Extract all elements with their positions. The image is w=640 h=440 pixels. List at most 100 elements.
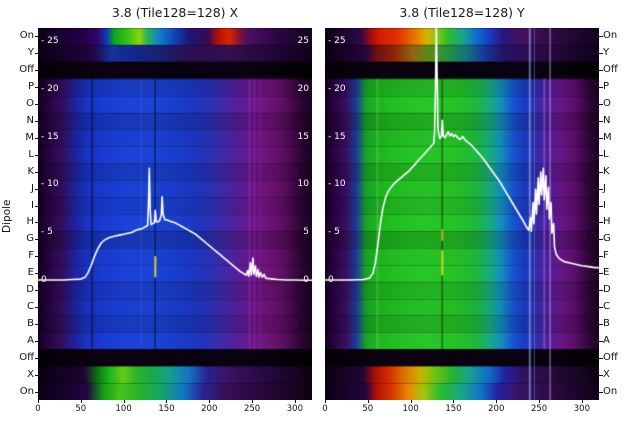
row-label: On: [19, 30, 34, 42]
row-label: L: [28, 148, 34, 160]
x-tick-label: 50: [75, 404, 87, 414]
x-tick-label: 300: [286, 404, 303, 414]
y-tick-mark: [34, 137, 38, 139]
y-tick-mark: [34, 205, 38, 207]
value-tick-label: - 20: [41, 83, 59, 94]
y-tick-mark: [599, 188, 603, 190]
row-label: E: [603, 267, 610, 279]
x-tick-label: 50: [362, 404, 374, 414]
value-tick-label: - 15: [41, 131, 59, 142]
y-tick-mark: [34, 87, 38, 89]
y-tick-mark: [599, 154, 603, 156]
x-tick-label: 100: [115, 404, 132, 414]
row-label: K: [603, 165, 610, 177]
row-label: Y: [27, 47, 34, 59]
row-label: On: [603, 385, 618, 397]
heatmap-canvas-x: [38, 28, 312, 400]
row-label: Off: [19, 351, 34, 363]
value-tick-label: - 25: [328, 36, 346, 46]
row-label: Off: [603, 64, 618, 76]
y-tick-mark: [34, 357, 38, 359]
row-label: P: [27, 81, 34, 93]
y-tick-mark: [599, 307, 603, 308]
row-label: F: [603, 250, 609, 262]
row-label: A: [27, 334, 34, 346]
y-tick-mark: [34, 273, 38, 275]
x-tick-mark: [166, 400, 168, 403]
value-tick-label: - 20: [328, 83, 346, 94]
row-label: C: [27, 301, 34, 312]
value-tick-label: 15: [297, 131, 309, 142]
y-tick-mark: [599, 256, 603, 258]
x-tick-mark: [539, 400, 541, 403]
row-label: A: [603, 334, 610, 346]
x-tick-mark: [496, 400, 498, 403]
panel-x-title: 3.8 (Tile128=128) X: [111, 5, 239, 20]
value-tick-label: 25: [297, 36, 309, 46]
y-tick-mark: [599, 323, 603, 325]
y-tick-mark: [599, 357, 603, 359]
value-tick-label: 0: [41, 275, 47, 285]
x-tick-mark: [581, 400, 583, 403]
value-tick-label: - 25: [41, 36, 59, 46]
x-tick-mark: [453, 400, 455, 403]
value-tick-label: - 10: [328, 179, 346, 190]
y-tick-mark: [599, 340, 603, 342]
x-tick-mark: [252, 400, 254, 403]
y-tick-mark: [34, 374, 38, 376]
row-label: J: [31, 182, 34, 194]
y-tick-mark: [599, 273, 603, 275]
row-label: Off: [603, 351, 618, 363]
y-tick-mark: [34, 188, 38, 190]
row-label: M: [603, 131, 612, 143]
row-label: O: [26, 98, 34, 110]
value-tick-label: 0: [303, 275, 309, 285]
y-tick-mark: [34, 121, 38, 122]
x-tick-label: 200: [201, 404, 218, 414]
x-tick-label: 250: [530, 404, 548, 414]
x-tick-mark: [410, 400, 412, 403]
row-label: K: [27, 165, 34, 177]
x-tick-label: 200: [488, 404, 505, 414]
x-tick-mark: [367, 400, 369, 403]
x-tick-mark: [80, 400, 82, 403]
x-tick-label: 100: [402, 404, 419, 414]
row-label: J: [603, 182, 606, 194]
y-tick-mark: [599, 137, 603, 139]
y-tick-mark: [34, 70, 38, 72]
row-label: O: [603, 98, 611, 110]
x-tick-label: 0: [35, 404, 41, 414]
y-tick-mark: [34, 154, 38, 156]
x-tick-mark: [294, 400, 296, 403]
y-tick-mark: [599, 374, 603, 376]
row-label: N: [26, 115, 34, 126]
row-label: N: [603, 115, 611, 126]
value-tick-label: 0: [328, 275, 334, 285]
row-label: F: [28, 250, 34, 262]
y-tick-mark: [599, 171, 603, 173]
row-label: M: [25, 131, 34, 143]
value-tick-label: 20: [297, 83, 309, 94]
y-tick-mark: [34, 36, 38, 38]
panel-x: 3.8 (Tile128=128) X: [38, 5, 312, 400]
y-tick-mark: [34, 290, 38, 292]
row-label: B: [27, 317, 34, 329]
y-tick-mark: [34, 340, 38, 342]
x-tick-mark: [123, 400, 125, 403]
y-tick-mark: [599, 121, 603, 122]
y-tick-mark: [599, 70, 603, 72]
x-tick-label: 150: [158, 404, 175, 414]
y-tick-mark: [599, 290, 603, 292]
row-label: On: [19, 385, 34, 397]
row-label: E: [27, 267, 34, 279]
x-tick-label: 250: [243, 404, 261, 414]
x-tick-mark: [325, 400, 326, 403]
y-tick-mark: [599, 222, 603, 224]
value-tick-label: - 5: [328, 227, 340, 238]
y-tick-mark: [34, 53, 38, 55]
row-label: P: [603, 81, 610, 93]
y-tick-mark: [34, 171, 38, 173]
x-tick-mark: [209, 400, 211, 403]
value-tick-label: - 10: [41, 179, 59, 190]
row-label: I: [31, 199, 34, 211]
